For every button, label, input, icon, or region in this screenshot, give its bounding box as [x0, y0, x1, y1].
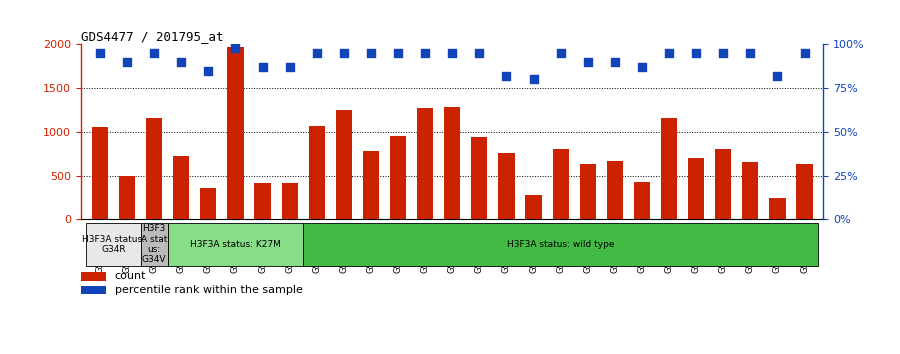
Bar [92, 127, 108, 219]
Bar [444, 107, 461, 219]
Text: percentile rank within the sample: percentile rank within the sample [115, 285, 302, 295]
Point [93, 50, 107, 56]
Bar [796, 164, 813, 219]
Bar [81, 272, 106, 281]
Bar [309, 126, 325, 219]
Bar [282, 183, 298, 219]
Bar [167, 223, 303, 266]
Point [608, 59, 622, 65]
Text: H3F3A status: K27M: H3F3A status: K27M [190, 240, 281, 249]
Text: GDS4477 / 201795_at: GDS4477 / 201795_at [81, 30, 223, 43]
Bar [634, 182, 650, 219]
Point [229, 45, 243, 51]
Text: genotype/variation: genotype/variation [0, 353, 1, 354]
Point [554, 50, 568, 56]
Bar [86, 223, 140, 266]
Text: H3F3
A stat
us:
G34V: H3F3 A stat us: G34V [141, 224, 167, 264]
Point [174, 59, 188, 65]
Text: H3F3A status: wild type: H3F3A status: wild type [507, 240, 615, 249]
Point [743, 50, 758, 56]
Bar [553, 149, 569, 219]
Bar [688, 158, 705, 219]
Point [202, 68, 216, 73]
Bar [770, 198, 786, 219]
Point [500, 73, 514, 79]
Bar [526, 195, 542, 219]
Point [418, 50, 432, 56]
Bar [119, 176, 135, 219]
Bar [200, 188, 217, 219]
Bar [607, 161, 623, 219]
Bar [303, 223, 818, 266]
Point [662, 50, 676, 56]
Bar [472, 137, 488, 219]
Point [770, 73, 785, 79]
Point [364, 50, 378, 56]
Point [310, 50, 324, 56]
Bar [81, 286, 106, 295]
Point [283, 64, 297, 70]
Bar [336, 110, 352, 219]
Point [147, 50, 161, 56]
Point [634, 64, 649, 70]
Point [391, 50, 405, 56]
Bar [146, 118, 162, 219]
Bar [742, 162, 759, 219]
Bar [661, 118, 677, 219]
Bar [173, 156, 189, 219]
Point [580, 59, 595, 65]
Point [445, 50, 459, 56]
Text: count: count [115, 272, 146, 281]
Point [526, 76, 541, 82]
Point [688, 50, 703, 56]
Bar [363, 151, 379, 219]
Text: H3F3A status:
G34R: H3F3A status: G34R [82, 235, 145, 254]
Bar [255, 183, 271, 219]
Bar [580, 164, 596, 219]
Point [256, 64, 270, 70]
Bar [716, 149, 732, 219]
Point [716, 50, 731, 56]
Bar [390, 136, 406, 219]
Bar [140, 223, 167, 266]
Bar [499, 153, 515, 219]
Point [120, 59, 134, 65]
Point [797, 50, 812, 56]
Point [472, 50, 487, 56]
Bar [417, 108, 433, 219]
Bar [228, 47, 244, 219]
Point [337, 50, 351, 56]
